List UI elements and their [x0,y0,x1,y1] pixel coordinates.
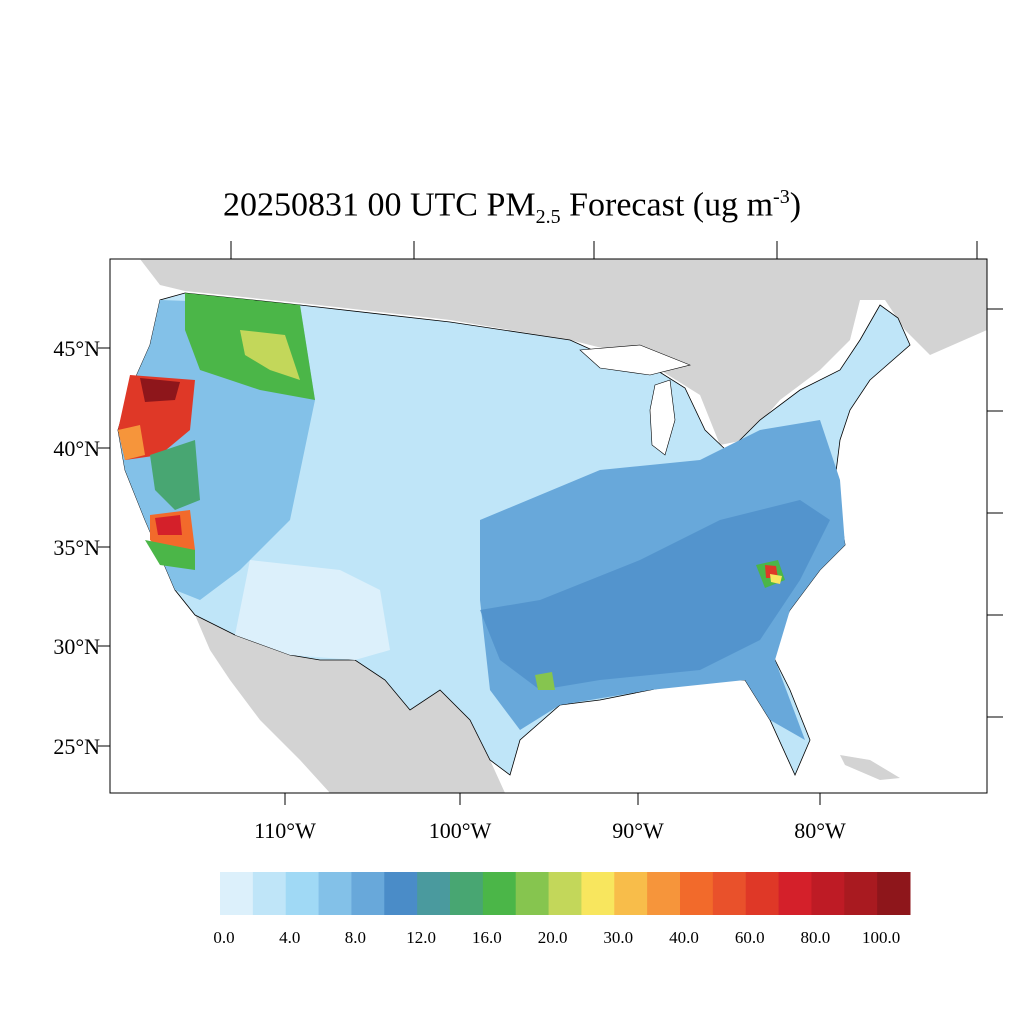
colorbar-label: 40.0 [669,928,699,947]
title-subscript: 2.5 [535,206,561,229]
colorbar [220,872,911,915]
title-text-2: Forecast (ug m [560,186,774,224]
land-cuba [840,755,900,780]
colorbar-labels: 0.0 4.0 8.0 12.0 16.0 20.0 30.0 40.0 60.0 80.0 100… [213,928,900,947]
colorbar-label: 4.0 [279,928,300,947]
hotspot-ncal-green [150,440,200,510]
lake-superior [579,344,691,376]
map-frame [109,258,988,794]
map-area [110,259,987,793]
hotspot-socal-green [145,540,195,570]
title-text-3: ) [789,186,802,224]
colorbar-swatch [712,872,747,915]
colorbar-swatch [778,872,812,915]
land-mexico [195,615,505,793]
colorbar-swatch [417,872,451,915]
colorbar-swatch [285,872,320,915]
colorbar-swatch [811,872,845,915]
lon-label: 100°W [429,818,492,843]
colorbar-label: 60.0 [735,928,765,947]
hotspot-idaho-yellow [240,330,300,380]
lake-michigan [649,379,676,456]
latitude-labels: 45°N 40°N 35°N 30°N 25°N [53,336,100,759]
lat-label: 35°N [53,535,100,560]
colorbar-label: 0.0 [213,928,234,947]
hotspot-ca-orange [118,425,145,460]
colorbar-swatch [318,872,352,915]
colorbar-label: 12.0 [406,928,436,947]
colorbar-swatch [647,872,681,915]
colorbar-label: 8.0 [345,928,366,947]
colorbar-swatch [252,872,287,915]
colorbar-label: 16.0 [472,928,502,947]
hotspot-sierra-red [155,515,182,535]
colorbar-label: 20.0 [538,928,568,947]
colorbar-swatch [220,872,254,915]
colorbar-label: 30.0 [603,928,633,947]
colorbar-swatch [548,872,582,915]
colorbar-swatch [351,872,385,915]
colorbar-swatch [515,872,550,915]
longitude-labels: 110°W 100°W 90°W 80°W [254,818,846,843]
colorbar-swatch [450,872,484,915]
lon-label: 90°W [612,818,664,843]
region-southwest-light [235,560,390,660]
lon-label: 80°W [794,818,846,843]
colorbar-swatch [614,872,648,915]
lon-label: 110°W [254,818,316,843]
hotspot-georgia-yellow [770,574,782,584]
colorbar-swatch [844,872,878,915]
colorbar-swatch [482,872,517,915]
hotspot-oregon-dark [140,378,180,402]
land-canada [140,259,987,445]
lat-label: 30°N [53,634,100,659]
title-superscript: -3 [773,186,790,208]
chart-title: 20250831 00 UTC PM2.5 Forecast (ug m-3) [0,186,1024,229]
colorbar-swatch [581,872,615,915]
colorbar-swatch [680,872,714,915]
region-southeast-darkblue [480,500,830,690]
lat-label: 25°N [53,734,100,759]
colorbar-swatch [877,872,911,915]
colorbar-swatch [745,872,780,915]
title-text: 20250831 00 UTC PM [222,186,536,224]
colorbar-label: 100.0 [862,928,900,947]
hotspot-georgia-red [765,565,778,578]
lat-label: 45°N [53,336,100,361]
lat-label: 40°N [53,436,100,461]
colorbar-swatch [384,872,418,915]
colorbar-label: 80.0 [801,928,831,947]
axis-ticks [98,241,1003,805]
hotspot-texas [535,672,555,690]
